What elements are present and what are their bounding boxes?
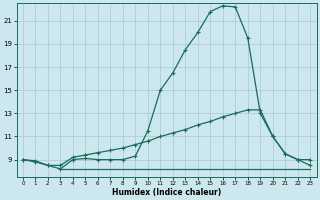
X-axis label: Humidex (Indice chaleur): Humidex (Indice chaleur) <box>112 188 221 197</box>
